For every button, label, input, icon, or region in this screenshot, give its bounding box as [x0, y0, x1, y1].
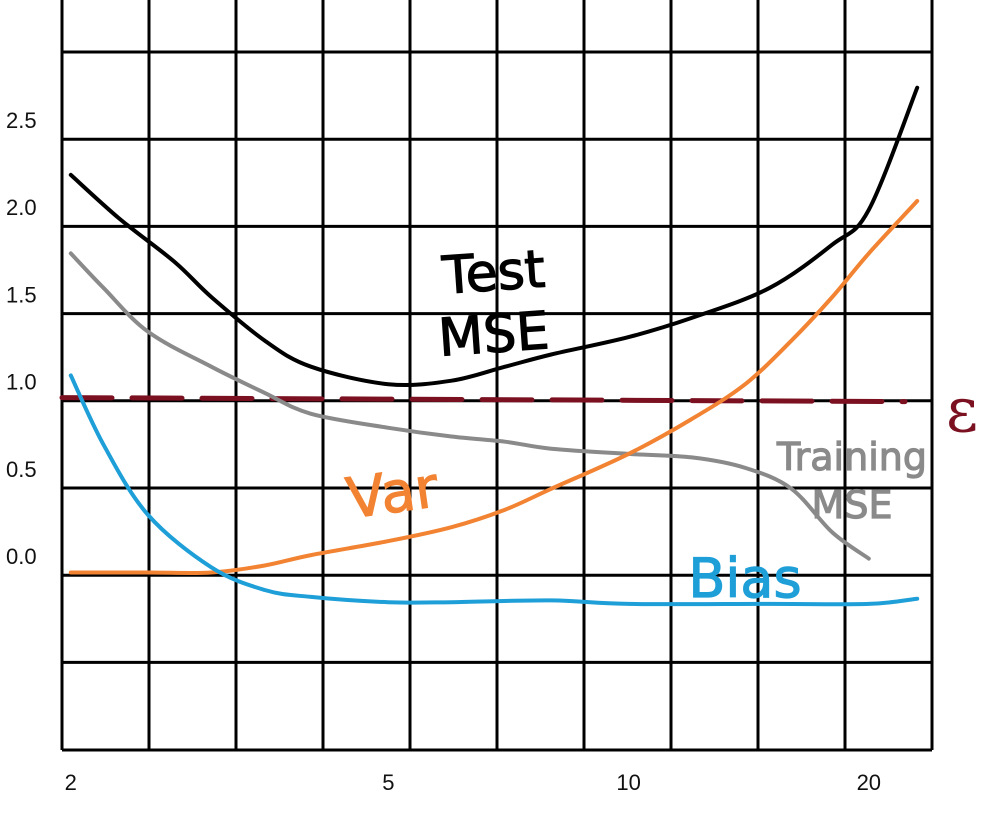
x-tick-label: 5	[382, 770, 394, 795]
y-tick-label: 0.0	[6, 544, 37, 569]
series-lines	[68, 85, 920, 607]
y-tick-label: 1.5	[6, 282, 37, 307]
y-tick-label: 2.0	[6, 195, 37, 220]
y-tick-label: 2.5	[6, 108, 37, 133]
grid	[60, 0, 934, 752]
training-mse-curve	[68, 251, 871, 561]
epsilon-line	[59, 395, 908, 405]
x-tick-label: 10	[616, 770, 640, 795]
test-mse-label: MSE	[436, 301, 551, 369]
reference-lines: ε	[59, 374, 978, 447]
x-tick-label: 2	[65, 770, 77, 795]
x-tick-label: 20	[857, 770, 881, 795]
var-label: Var	[343, 455, 443, 532]
var-curve	[68, 199, 920, 576]
test-mse-label: Test	[440, 240, 547, 307]
epsilon-label: ε	[946, 374, 978, 447]
y-tick-labels: 0.0 0.5 1.0 1.5 2.0 2.5	[6, 108, 37, 569]
training-mse-label: MSE	[812, 483, 893, 527]
bias-curve	[68, 373, 920, 607]
y-tick-label: 1.0	[6, 370, 37, 395]
x-tick-labels: 2 5 10 20	[65, 770, 881, 795]
training-mse-label: Training	[776, 435, 927, 479]
y-tick-label: 0.5	[6, 457, 37, 482]
test-mse-curve	[68, 85, 920, 388]
bias-label: Bias	[688, 547, 801, 610]
